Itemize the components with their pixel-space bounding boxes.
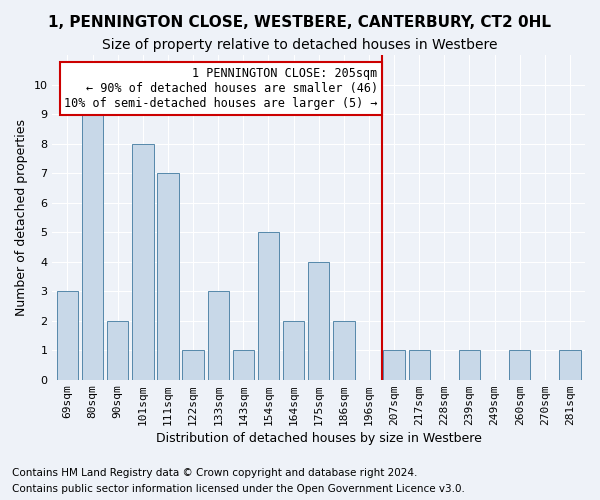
X-axis label: Distribution of detached houses by size in Westbere: Distribution of detached houses by size … bbox=[156, 432, 482, 445]
Text: 1, PENNINGTON CLOSE, WESTBERE, CANTERBURY, CT2 0HL: 1, PENNINGTON CLOSE, WESTBERE, CANTERBUR… bbox=[49, 15, 551, 30]
Bar bbox=[208, 291, 229, 380]
Bar bbox=[459, 350, 480, 380]
Bar bbox=[409, 350, 430, 380]
Bar bbox=[258, 232, 279, 380]
Bar bbox=[157, 173, 179, 380]
Text: Contains public sector information licensed under the Open Government Licence v3: Contains public sector information licen… bbox=[12, 484, 465, 494]
Bar bbox=[233, 350, 254, 380]
Text: 1 PENNINGTON CLOSE: 205sqm
← 90% of detached houses are smaller (46)
10% of semi: 1 PENNINGTON CLOSE: 205sqm ← 90% of deta… bbox=[64, 67, 378, 110]
Bar bbox=[107, 320, 128, 380]
Bar bbox=[182, 350, 204, 380]
Bar bbox=[57, 291, 78, 380]
Text: Size of property relative to detached houses in Westbere: Size of property relative to detached ho… bbox=[102, 38, 498, 52]
Bar bbox=[509, 350, 530, 380]
Bar bbox=[82, 114, 103, 380]
Bar bbox=[559, 350, 581, 380]
Text: Contains HM Land Registry data © Crown copyright and database right 2024.: Contains HM Land Registry data © Crown c… bbox=[12, 468, 418, 477]
Bar bbox=[283, 320, 304, 380]
Bar bbox=[132, 144, 154, 380]
Y-axis label: Number of detached properties: Number of detached properties bbox=[15, 119, 28, 316]
Bar bbox=[308, 262, 329, 380]
Bar bbox=[333, 320, 355, 380]
Bar bbox=[383, 350, 405, 380]
